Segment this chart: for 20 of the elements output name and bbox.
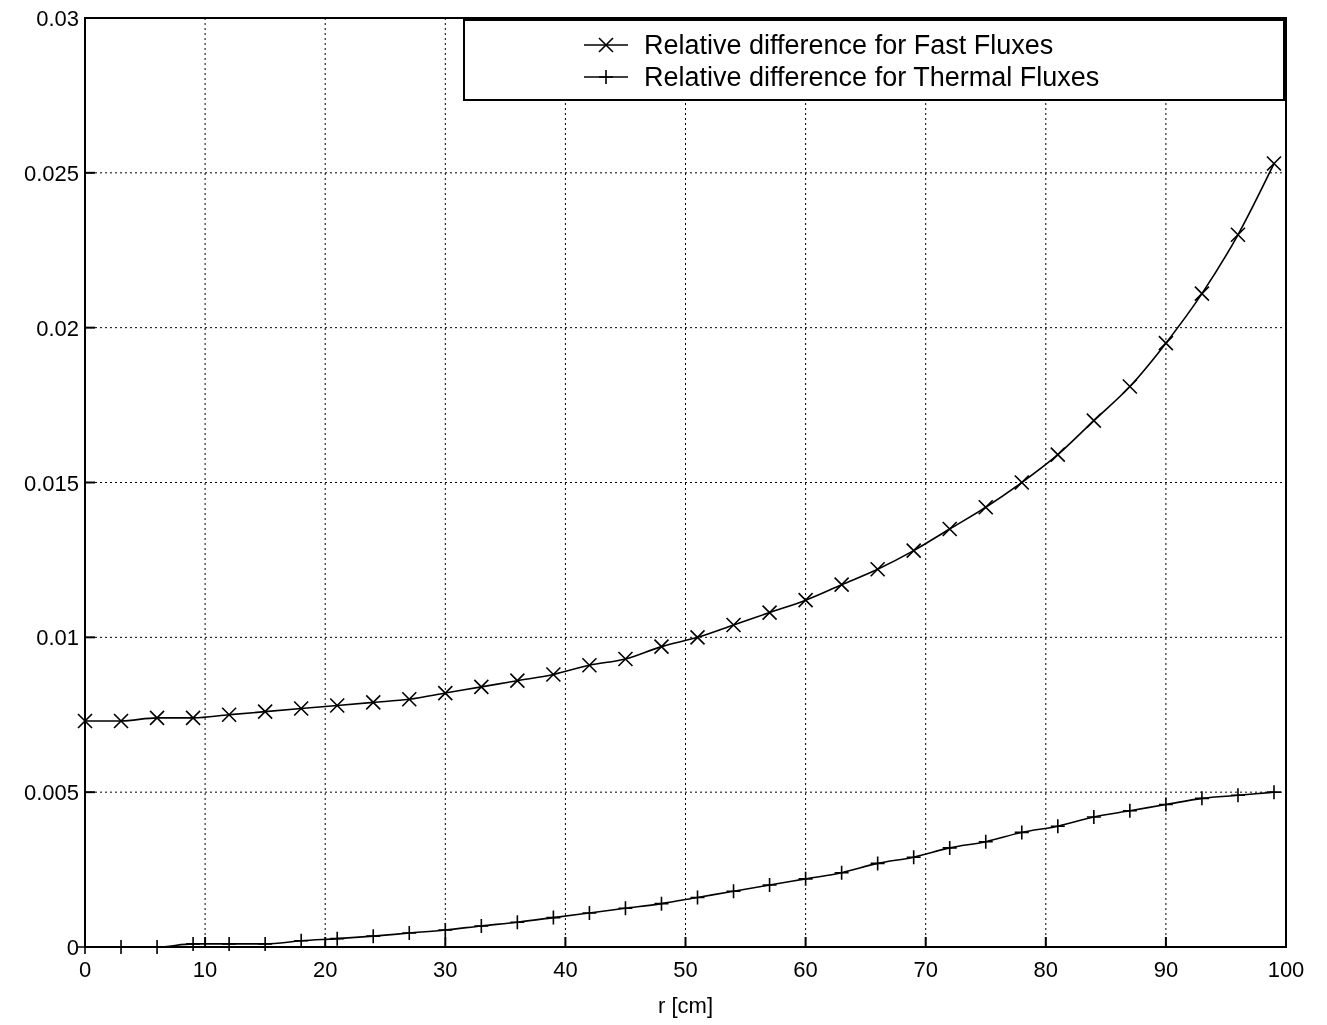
x-tick-label: 40 xyxy=(553,957,578,982)
legend-label: Relative difference for Fast Fluxes xyxy=(644,30,1054,60)
legend-label: Relative difference for Thermal Fluxes xyxy=(644,62,1100,92)
y-tick-label: 0 xyxy=(66,935,79,960)
x-tick-label: 100 xyxy=(1267,957,1305,982)
x-tick-label: 60 xyxy=(793,957,818,982)
y-tick-label: 0.01 xyxy=(36,625,79,651)
x-tick-label: 70 xyxy=(913,957,938,982)
y-tick-label: 0.03 xyxy=(36,6,79,31)
y-tick-label: 0.025 xyxy=(23,160,79,186)
x-tick-label: 90 xyxy=(1153,957,1179,982)
y-tick-label: 0.02 xyxy=(36,315,79,341)
x-axis-title: r [cm] xyxy=(658,993,713,1018)
x-tick-label: 20 xyxy=(312,957,338,982)
x-tick-label: 80 xyxy=(1033,957,1059,982)
y-tick-label: 0.015 xyxy=(23,470,79,496)
y-tick-label: 0.005 xyxy=(23,780,79,806)
x-tick-label: 10 xyxy=(192,957,218,982)
x-tick-label: 30 xyxy=(433,957,458,982)
x-tick-label: 50 xyxy=(673,957,698,982)
